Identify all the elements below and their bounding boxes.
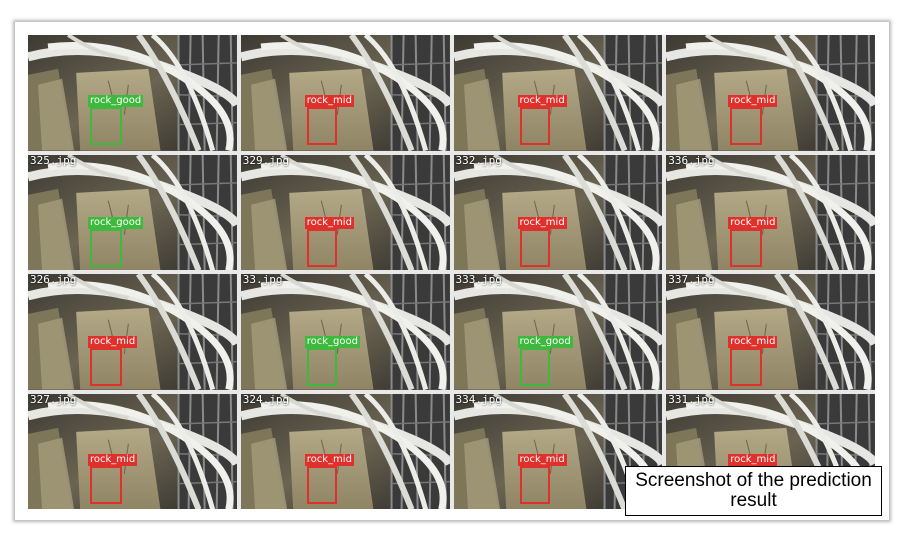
detection-box: rock_good xyxy=(88,216,144,267)
prediction-tile: rock_mid xyxy=(240,35,450,151)
detection-box: rock_good xyxy=(517,336,573,386)
detection-box: rock_mid xyxy=(517,216,567,267)
rock-face-photo xyxy=(28,393,237,509)
detection-box: rock_good xyxy=(88,95,144,145)
prediction-tile: 326.jpg rock_mid xyxy=(28,274,237,390)
bounding-box xyxy=(519,348,550,386)
rock-face-photo xyxy=(666,154,875,270)
file-name: 336.jpg xyxy=(668,154,715,167)
class-label: rock_mid xyxy=(728,336,778,348)
prediction-tile: rock_mid xyxy=(453,35,663,151)
bounding-box xyxy=(519,228,550,267)
bounding-box xyxy=(90,348,122,386)
rock-face-photo xyxy=(453,154,663,270)
rock-face-photo xyxy=(28,154,237,270)
prediction-tile: 336.jpg rock_mid xyxy=(666,154,875,270)
class-label: rock_mid xyxy=(517,216,567,229)
class-label: rock_mid xyxy=(728,216,778,229)
prediction-tile: rock_good xyxy=(28,35,237,151)
detection-box: rock_mid xyxy=(304,453,354,504)
figure-caption: Screenshot of the prediction result xyxy=(625,466,882,516)
rock-face-photo xyxy=(28,35,237,151)
bounding-box xyxy=(519,107,550,145)
class-label: rock_mid xyxy=(88,453,138,466)
file-name: 325.jpg xyxy=(30,154,77,167)
file-name: 334.jpg xyxy=(455,393,502,406)
rock-face-photo xyxy=(28,274,237,390)
prediction-tile: 327.jpg rock_mid xyxy=(28,393,237,509)
bounding-box xyxy=(730,228,763,267)
detection-box: rock_mid xyxy=(517,453,567,504)
detection-box: rock_mid xyxy=(728,95,778,145)
file-name: 327.jpg xyxy=(30,393,77,406)
bounding-box xyxy=(306,107,337,145)
class-label: rock_good xyxy=(304,336,360,348)
prediction-tile: 337.jpg rock_mid xyxy=(666,274,875,390)
rock-face-photo xyxy=(453,274,663,390)
detection-box: rock_good xyxy=(304,336,360,386)
file-name: 333.jpg xyxy=(455,274,502,286)
class-label: rock_good xyxy=(517,336,573,348)
detection-box: rock_mid xyxy=(728,216,778,267)
prediction-tile: 324.jpg rock_mid xyxy=(240,393,450,509)
class-label: rock_mid xyxy=(517,453,567,466)
prediction-grid: rock_good xyxy=(28,35,875,509)
bounding-box xyxy=(519,465,550,504)
rock-face-photo xyxy=(240,274,450,390)
file-name: 332.jpg xyxy=(455,154,502,167)
prediction-tile: rock_mid xyxy=(666,35,875,151)
caption-text: Screenshot of the prediction result xyxy=(635,470,872,511)
bounding-box xyxy=(306,228,337,267)
detection-box: rock_mid xyxy=(88,336,138,386)
bounding-box xyxy=(90,228,122,267)
rock-face-photo xyxy=(240,154,450,270)
rock-face-photo xyxy=(240,393,450,509)
file-name: 331.jpg xyxy=(668,393,715,406)
class-label: rock_mid xyxy=(304,453,354,466)
class-label: rock_mid xyxy=(517,95,567,107)
class-label: rock_good xyxy=(88,95,144,107)
bounding-box xyxy=(90,107,122,145)
detection-box: rock_mid xyxy=(728,336,778,386)
prediction-tile: 325.jpg rock_good xyxy=(28,154,237,270)
file-name: 337.jpg xyxy=(668,274,715,286)
file-name: 329.jpg xyxy=(242,154,290,167)
class-label: rock_mid xyxy=(728,95,778,107)
file-name: 33.jpg xyxy=(242,274,283,286)
bounding-box xyxy=(730,107,763,145)
bounding-box xyxy=(306,348,337,386)
bounding-box xyxy=(306,465,337,504)
rock-face-photo xyxy=(666,274,875,390)
class-label: rock_mid xyxy=(728,453,778,466)
file-name: 326.jpg xyxy=(30,274,77,286)
class-label: rock_good xyxy=(88,216,144,229)
prediction-tile: 333.jpg rock_good xyxy=(453,274,663,390)
class-label: rock_mid xyxy=(88,336,138,348)
bounding-box xyxy=(730,348,763,386)
detection-box: rock_mid xyxy=(517,95,567,145)
bounding-box xyxy=(90,465,122,504)
class-label: rock_mid xyxy=(304,95,354,107)
rock-face-photo xyxy=(666,35,875,151)
file-name: 324.jpg xyxy=(242,393,290,406)
detection-box: rock_mid xyxy=(304,95,354,145)
prediction-tile: 33.jpg rock_good xyxy=(240,274,450,390)
detection-box: rock_mid xyxy=(304,216,354,267)
detection-box: rock_mid xyxy=(88,453,138,504)
class-label: rock_mid xyxy=(304,216,354,229)
rock-face-photo xyxy=(453,35,663,151)
rock-face-photo xyxy=(240,35,450,151)
prediction-tile: 329.jpg rock_mid xyxy=(240,154,450,270)
prediction-tile: 332.jpg rock_mid xyxy=(453,154,663,270)
